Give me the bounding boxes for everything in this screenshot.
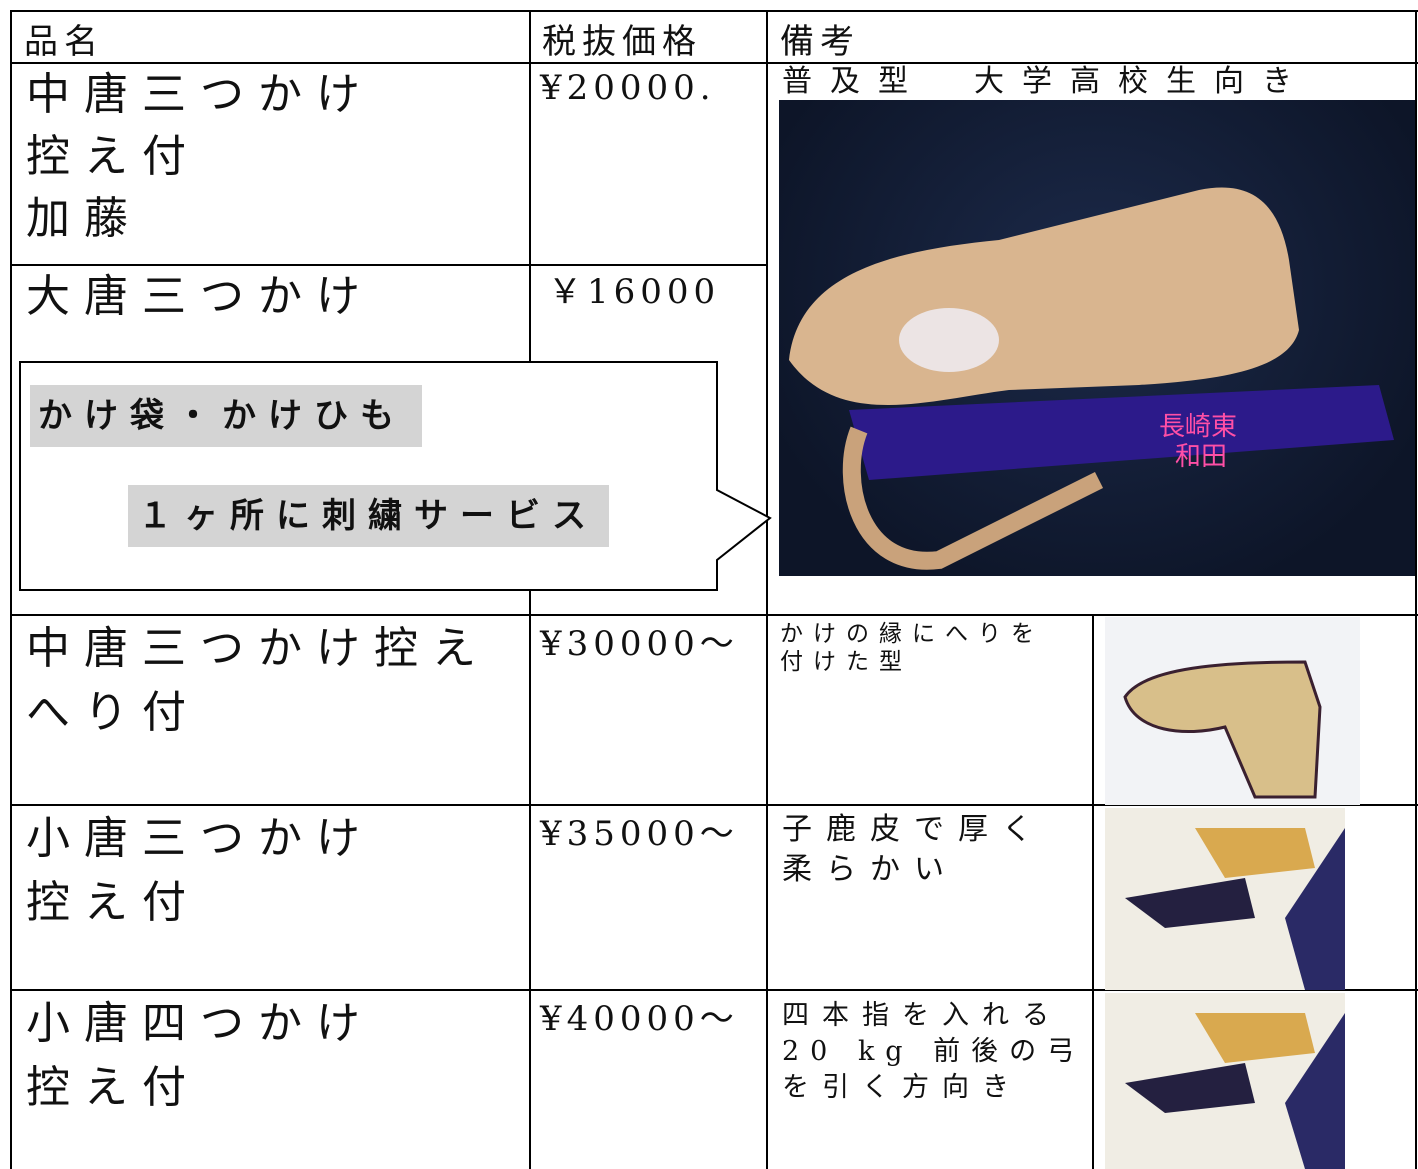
header-cell: 品名 xyxy=(24,22,104,62)
glove xyxy=(789,187,1299,405)
note: を引く方向き xyxy=(782,1072,1022,1103)
product-name: 小唐三つかけ xyxy=(26,813,374,864)
embroidery: 長崎東 xyxy=(1159,412,1237,442)
string xyxy=(842,426,1104,570)
product-name: 小唐四つかけ xyxy=(26,998,374,1049)
product-name: 控え付 xyxy=(26,877,200,928)
callout-text: かけ袋・かけひも xyxy=(30,385,422,447)
border xyxy=(10,989,1418,991)
product-name: 加藤 xyxy=(26,193,142,244)
note: 子鹿皮で厚く xyxy=(782,812,1046,847)
product-photo xyxy=(1105,617,1360,805)
note: かけの縁にへりを xyxy=(780,621,1044,647)
glove-illustration xyxy=(1125,828,1345,990)
strap xyxy=(849,385,1394,480)
product-name: 中唐三つかけ控え xyxy=(26,623,490,674)
price: ¥20000. xyxy=(540,68,716,108)
strap xyxy=(1285,1013,1345,1169)
product-name: へり付 xyxy=(26,687,200,738)
header-cell: 備考 xyxy=(780,22,860,62)
product-photo xyxy=(1105,993,1345,1169)
note: 付けた型 xyxy=(780,649,912,675)
product-name: 控え付 xyxy=(26,1062,200,1113)
border xyxy=(1415,10,1417,1169)
price: ￥16000 xyxy=(548,272,721,312)
price: ¥40000～ xyxy=(540,999,739,1039)
note: 20 kg 前後の弓 xyxy=(782,1036,1086,1067)
note: 柔らかい xyxy=(782,852,958,887)
border xyxy=(10,10,1418,12)
border xyxy=(1092,614,1094,1169)
border xyxy=(10,614,1418,616)
border xyxy=(10,10,12,1169)
product-name: 大唐三つかけ xyxy=(26,271,374,322)
glove-photo: 長崎東 和田 xyxy=(779,100,1415,576)
price: ¥35000～ xyxy=(540,814,739,854)
note: 普及型 大学高校生向き xyxy=(782,64,1310,99)
product-photo xyxy=(1105,808,1345,990)
border xyxy=(10,804,1418,806)
header-cell: 税抜価格 xyxy=(542,22,702,62)
glove-illustration: 長崎東 和田 xyxy=(789,187,1394,570)
product-name: 控え付 xyxy=(26,131,200,182)
embroidery: 和田 xyxy=(1175,442,1227,472)
glove xyxy=(1125,878,1255,928)
strap xyxy=(1285,828,1345,990)
border xyxy=(10,62,1418,64)
glove-illustration xyxy=(1125,1013,1345,1169)
product-name: 中唐三つかけ xyxy=(26,69,374,120)
glove xyxy=(1125,1063,1255,1113)
glove-thumb xyxy=(899,308,999,372)
border xyxy=(766,10,768,1169)
callout-text: １ヶ所に刺繍サービス xyxy=(128,485,609,547)
border xyxy=(10,264,767,266)
price: ¥30000～ xyxy=(540,624,739,664)
glove xyxy=(1195,1013,1315,1063)
glove xyxy=(1195,828,1315,878)
glove xyxy=(1123,660,1322,799)
note: 四本指を入れる xyxy=(782,1000,1062,1031)
glove-illustration xyxy=(1123,660,1322,799)
